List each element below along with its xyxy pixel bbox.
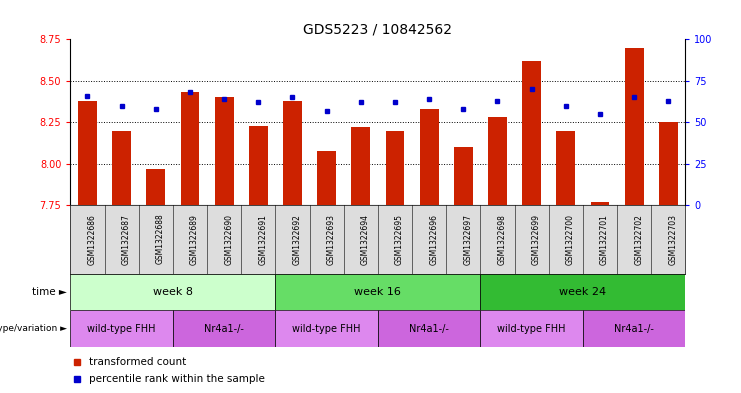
Text: GSM1322697: GSM1322697 xyxy=(463,214,472,264)
Text: GSM1322689: GSM1322689 xyxy=(190,214,199,264)
Bar xyxy=(419,109,439,206)
Bar xyxy=(480,310,583,347)
Text: GSM1322701: GSM1322701 xyxy=(600,214,609,264)
Bar xyxy=(215,97,233,206)
Text: percentile rank within the sample: percentile rank within the sample xyxy=(89,374,265,384)
Text: GSM1322687: GSM1322687 xyxy=(122,214,130,264)
Bar xyxy=(78,101,97,206)
Bar xyxy=(249,126,268,206)
Text: time ►: time ► xyxy=(32,287,67,297)
Bar xyxy=(454,147,473,206)
Text: GSM1322692: GSM1322692 xyxy=(293,214,302,264)
Bar xyxy=(112,131,131,206)
Text: wild-type FHH: wild-type FHH xyxy=(87,324,156,334)
Bar xyxy=(276,274,480,310)
Bar xyxy=(351,127,370,206)
Bar xyxy=(378,310,480,347)
Bar xyxy=(583,310,685,347)
Text: wild-type FHH: wild-type FHH xyxy=(293,324,361,334)
Text: week 24: week 24 xyxy=(559,287,606,297)
Text: week 8: week 8 xyxy=(153,287,193,297)
Bar xyxy=(317,151,336,206)
Text: transformed count: transformed count xyxy=(89,357,186,367)
Text: Nr4a1-/-: Nr4a1-/- xyxy=(409,324,449,334)
Text: GSM1322699: GSM1322699 xyxy=(532,214,541,264)
Bar xyxy=(147,169,165,206)
Text: GSM1322695: GSM1322695 xyxy=(395,214,404,264)
Text: Nr4a1-/-: Nr4a1-/- xyxy=(614,324,654,334)
Bar xyxy=(276,310,378,347)
Text: wild-type FHH: wild-type FHH xyxy=(497,324,566,334)
Text: Nr4a1-/-: Nr4a1-/- xyxy=(205,324,244,334)
Bar xyxy=(556,131,575,206)
Title: GDS5223 / 10842562: GDS5223 / 10842562 xyxy=(303,23,453,37)
Text: GSM1322694: GSM1322694 xyxy=(361,214,370,264)
Text: week 16: week 16 xyxy=(354,287,402,297)
Text: genotype/variation ►: genotype/variation ► xyxy=(0,324,67,333)
Text: GSM1322700: GSM1322700 xyxy=(566,214,575,264)
Bar xyxy=(659,122,678,206)
Text: GSM1322686: GSM1322686 xyxy=(87,214,96,264)
Text: GSM1322703: GSM1322703 xyxy=(668,214,677,264)
Text: GSM1322691: GSM1322691 xyxy=(259,214,268,264)
Bar xyxy=(385,131,405,206)
Bar xyxy=(70,274,276,310)
Text: GSM1322702: GSM1322702 xyxy=(634,214,643,264)
Bar xyxy=(480,274,685,310)
Bar xyxy=(522,61,541,206)
Text: GSM1322688: GSM1322688 xyxy=(156,214,165,264)
Bar xyxy=(283,101,302,206)
Bar xyxy=(488,118,507,206)
Text: GSM1322698: GSM1322698 xyxy=(497,214,507,264)
Bar xyxy=(625,48,644,206)
Bar xyxy=(181,92,199,206)
Bar xyxy=(173,310,276,347)
Text: GSM1322693: GSM1322693 xyxy=(327,214,336,264)
Text: GSM1322696: GSM1322696 xyxy=(429,214,438,264)
Text: GSM1322690: GSM1322690 xyxy=(224,214,233,264)
Bar xyxy=(591,202,609,206)
Bar xyxy=(70,310,173,347)
